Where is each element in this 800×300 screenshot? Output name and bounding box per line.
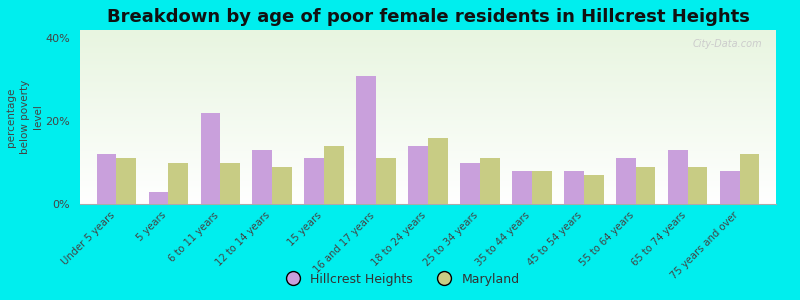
Bar [636, 167, 655, 204]
Bar [149, 192, 168, 204]
Y-axis label: percentage
below poverty
level: percentage below poverty level [6, 80, 42, 154]
Bar [408, 146, 428, 204]
Bar [720, 171, 740, 204]
Bar [324, 146, 344, 204]
Bar [97, 154, 116, 204]
Bar [616, 158, 636, 204]
Bar [668, 150, 688, 204]
Bar [480, 158, 500, 204]
Bar [740, 154, 759, 204]
Bar [201, 113, 220, 204]
Bar [512, 171, 532, 204]
Bar [688, 167, 707, 204]
Bar [376, 158, 396, 204]
Title: Breakdown by age of poor female residents in Hillcrest Heights: Breakdown by age of poor female resident… [106, 8, 750, 26]
Text: City-Data.com: City-Data.com [693, 39, 762, 49]
Bar [584, 175, 603, 204]
Bar [428, 138, 448, 204]
Bar [168, 163, 188, 204]
Bar [356, 76, 376, 204]
Bar [564, 171, 584, 204]
Bar [272, 167, 292, 204]
Bar [460, 163, 480, 204]
Bar [253, 150, 272, 204]
Bar [116, 158, 136, 204]
Legend: Hillcrest Heights, Maryland: Hillcrest Heights, Maryland [275, 268, 525, 291]
Bar [220, 163, 240, 204]
Bar [532, 171, 552, 204]
Bar [304, 158, 324, 204]
